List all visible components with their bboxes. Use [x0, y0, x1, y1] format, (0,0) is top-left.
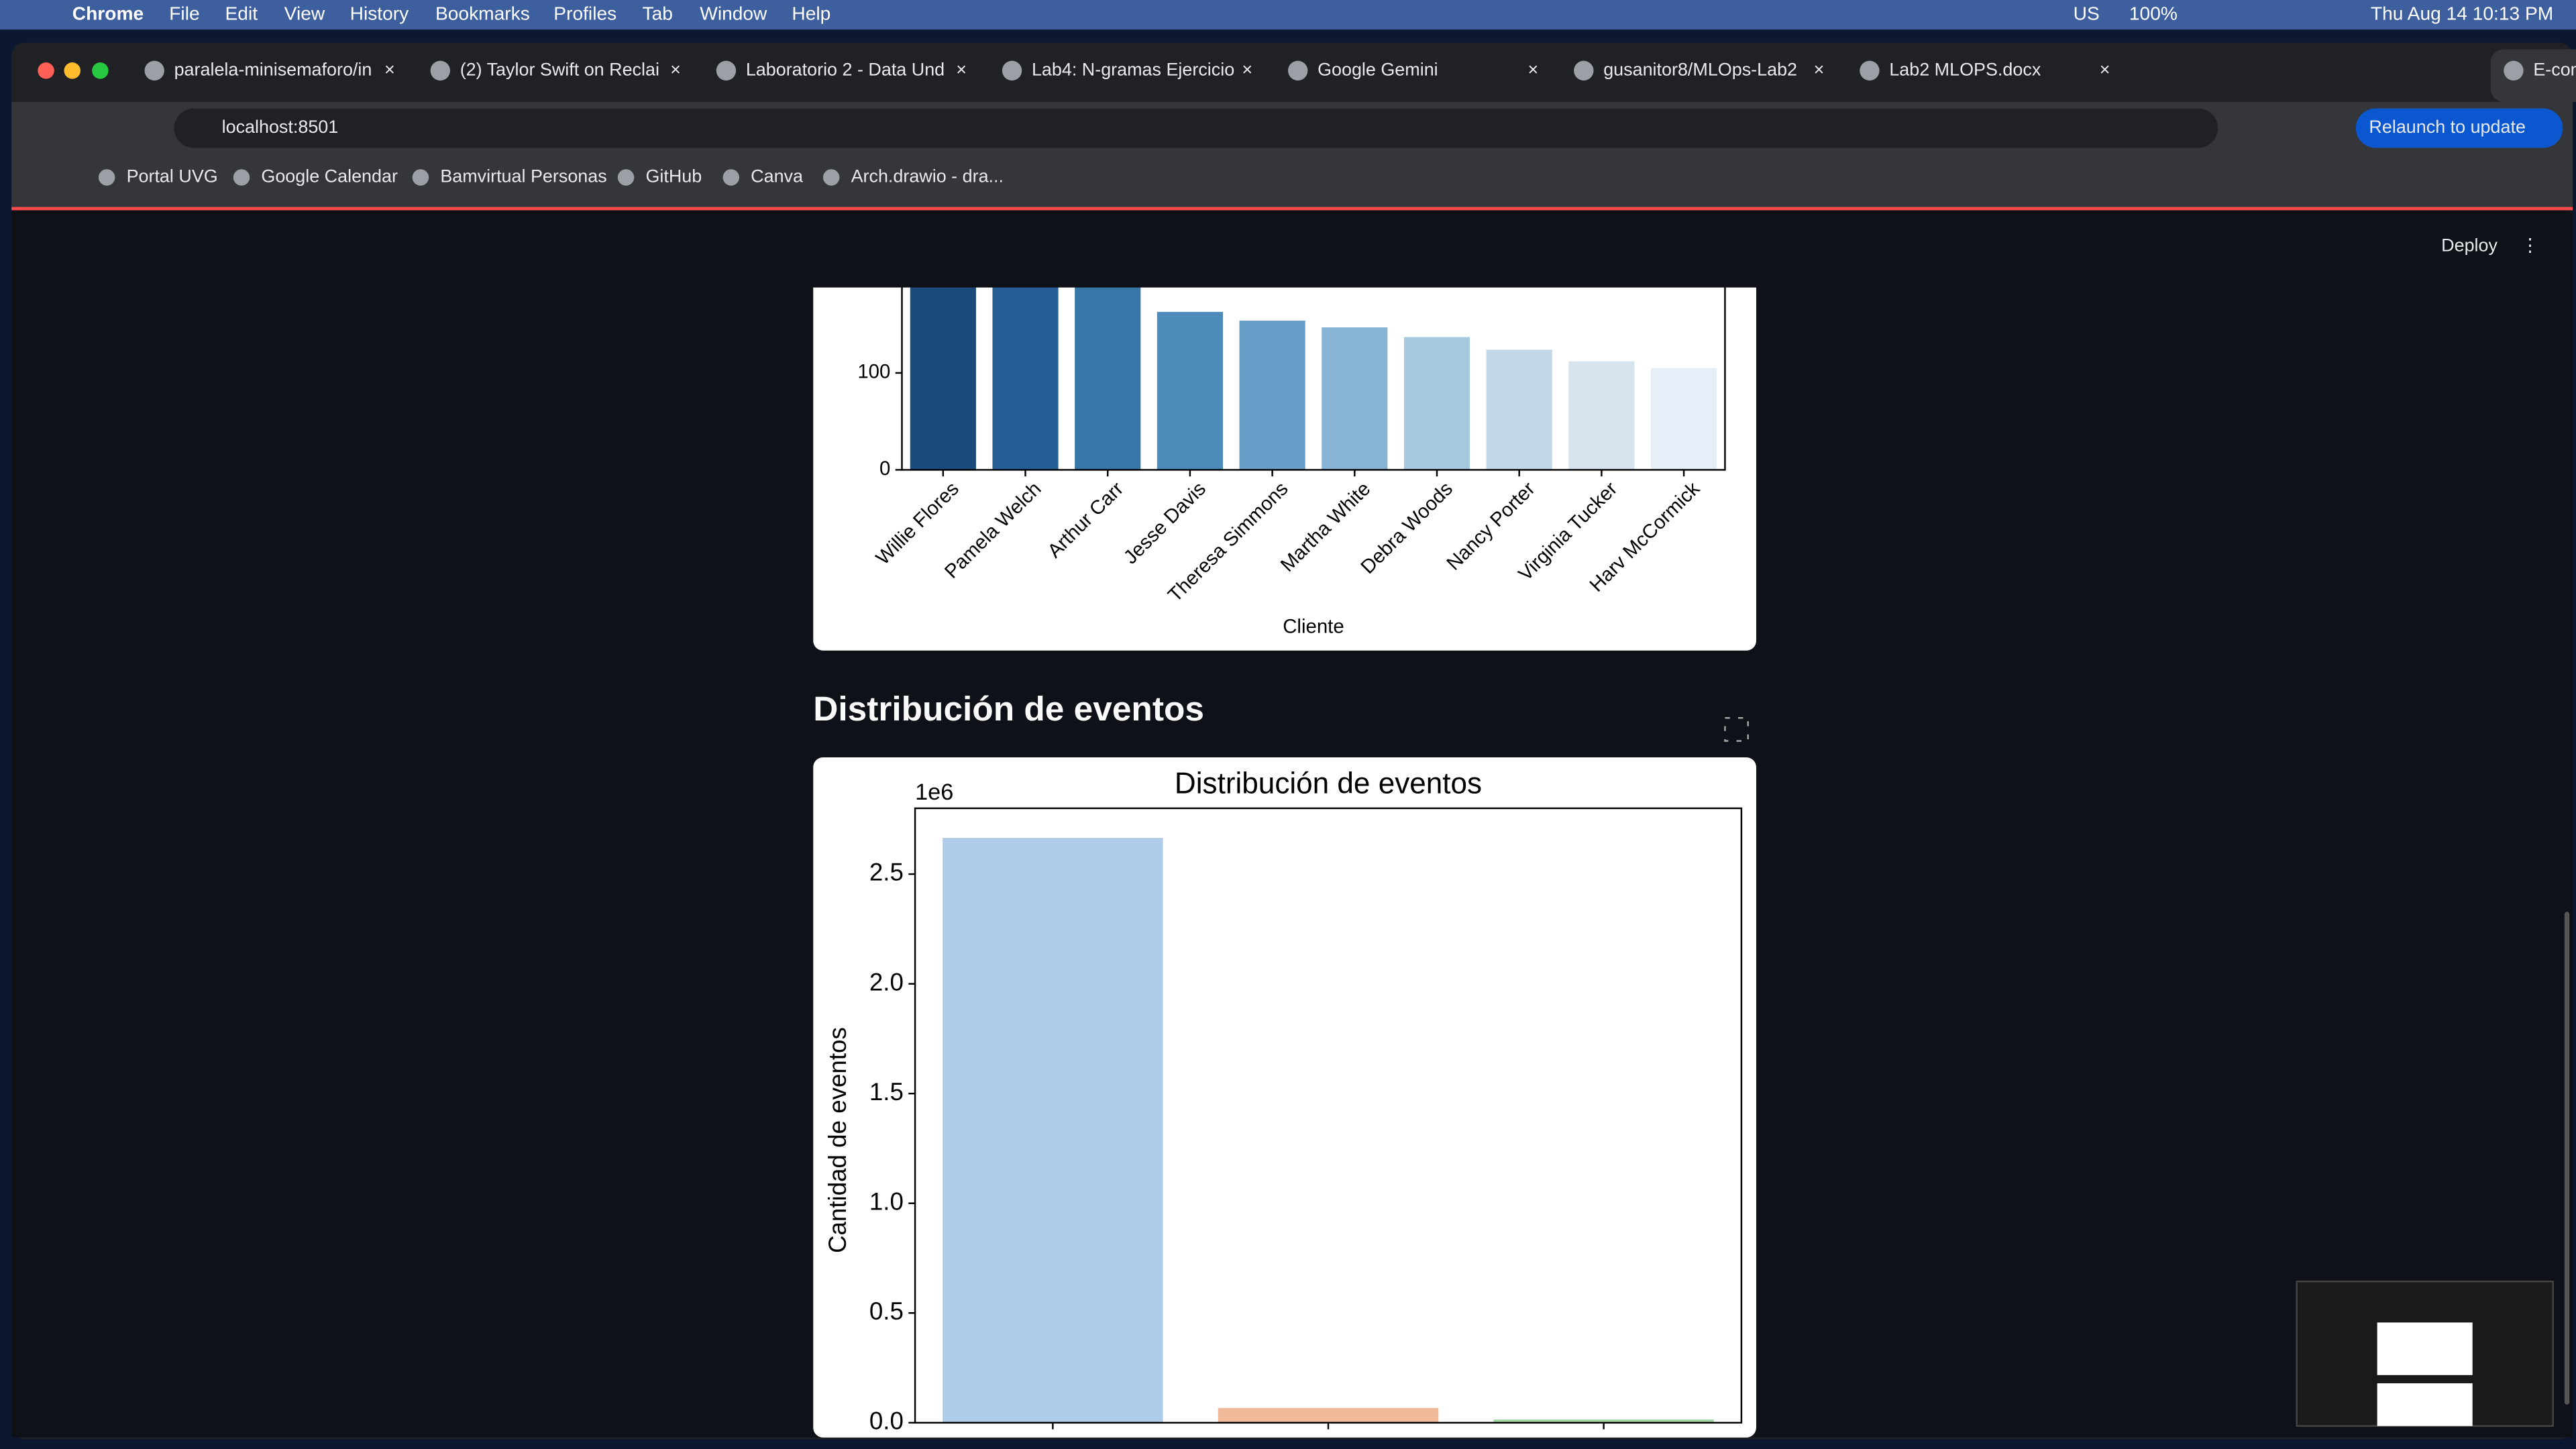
- y-tick-label: 0: [879, 458, 890, 480]
- bar: [1218, 1407, 1439, 1423]
- bar: [1486, 350, 1552, 470]
- progress-line: [11, 207, 2573, 211]
- menu[interactable]: Tab: [643, 3, 673, 23]
- clock: Thu Aug 14 10:13 PM: [2371, 3, 2553, 23]
- omnibox[interactable]: [174, 108, 2218, 148]
- bar: [992, 261, 1059, 470]
- relaunch-button[interactable]: [2355, 108, 2563, 148]
- y-tick-label: 1.5: [869, 1078, 904, 1106]
- battery: 100%: [2129, 3, 2178, 23]
- bar: [1322, 327, 1388, 470]
- close[interactable]: [38, 62, 54, 79]
- tab-icon: [430, 60, 451, 80]
- tab-title[interactable]: Lab2 MLOPS.docx: [1889, 59, 2041, 79]
- menu[interactable]: Profiles: [553, 3, 616, 23]
- tab-icon: [1002, 60, 1022, 80]
- relaunch-label[interactable]: Relaunch to update: [2369, 117, 2526, 137]
- bar: [1075, 276, 1141, 470]
- address[interactable]: localhost:8501: [222, 117, 339, 137]
- y-axis-label: Cantidad de eventos: [824, 1027, 851, 1253]
- bookmark-icon: [233, 169, 250, 186]
- offset-text: 1e6: [915, 780, 953, 805]
- tab-title[interactable]: Lab4: N-gramas Ejercicio: [1032, 59, 1234, 79]
- tab-title[interactable]: gusanitor8/MLOps-Lab2: [1603, 59, 1797, 79]
- bookmark[interactable]: Bamvirtual Personas: [440, 166, 606, 186]
- tab-title[interactable]: Laboratorio 2 - Data Und: [746, 59, 945, 79]
- tab-icon: [1574, 60, 1594, 80]
- menu[interactable]: Help: [792, 3, 830, 23]
- bar: [1239, 320, 1305, 470]
- x-axis-label: Cliente: [1283, 615, 1344, 637]
- bar: [1568, 361, 1635, 470]
- bookmark-icon: [722, 169, 740, 186]
- bookmark-icon: [617, 169, 635, 186]
- minimize[interactable]: [64, 62, 80, 79]
- bar: [1157, 311, 1223, 470]
- keyboard: US: [2074, 3, 2100, 23]
- menu[interactable]: File: [169, 3, 199, 23]
- tab-close[interactable]: ×: [384, 59, 395, 79]
- section-heading: Distribución de eventos: [813, 689, 1204, 728]
- thumbnail-card: [2377, 1322, 2473, 1375]
- menu[interactable]: View: [284, 3, 325, 23]
- tab-close[interactable]: ×: [1528, 59, 1539, 79]
- bookmark[interactable]: Google Calendar: [261, 166, 398, 186]
- bookmark[interactable]: Arch.drawio - dra...: [851, 166, 1004, 186]
- tab-icon: [716, 60, 737, 80]
- tab-icon: [1860, 60, 1880, 80]
- y-tick-label: 0.5: [869, 1297, 904, 1325]
- app-header: [11, 210, 2563, 288]
- thumbnail-card: [2377, 1383, 2473, 1426]
- y-tick-label: 100: [857, 361, 890, 383]
- tab-icon: [1288, 60, 1308, 80]
- bar: [943, 838, 1163, 1423]
- tab-title[interactable]: paralela-minisemaforo/in: [174, 59, 372, 79]
- y-tick-label: 1.0: [869, 1187, 904, 1215]
- app-name: Chrome: [72, 3, 144, 23]
- zoom[interactable]: [92, 62, 109, 79]
- deploy[interactable]: Deploy: [2441, 235, 2498, 255]
- tab-icon: [144, 60, 164, 80]
- plot-frame: [914, 807, 1743, 1424]
- bar: [1651, 368, 1717, 470]
- menu[interactable]: Bookmarks: [435, 3, 530, 23]
- tab-close[interactable]: ×: [1242, 59, 1252, 79]
- bookmark[interactable]: GitHub: [645, 166, 702, 186]
- tab-title[interactable]: Google Gemini: [1318, 59, 1438, 79]
- menu[interactable]: Window: [700, 3, 767, 23]
- tab-icon: [2504, 60, 2524, 80]
- tab-close[interactable]: ×: [1814, 59, 1825, 79]
- menu[interactable]: Edit: [225, 3, 258, 23]
- menu-dots[interactable]: ⋮: [2521, 235, 2539, 255]
- bookmark-icon: [822, 169, 840, 186]
- bookmark[interactable]: Portal UVG: [127, 166, 218, 186]
- tab-close[interactable]: ×: [956, 59, 967, 79]
- y-tick-label: 0.0: [869, 1407, 904, 1435]
- chart-title: Distribución de eventos: [1175, 767, 1482, 800]
- scrollbar: [2564, 912, 2570, 1405]
- tab-close[interactable]: ×: [670, 59, 681, 79]
- menubar: [0, 0, 2576, 30]
- tab-close[interactable]: ×: [2100, 59, 2110, 79]
- tab-title[interactable]: E-commerce Analytics: [2533, 59, 2576, 79]
- bookmark-icon: [412, 169, 429, 186]
- bar: [1493, 1419, 1714, 1423]
- bookmark-icon: [98, 169, 115, 186]
- y-tick-label: 2.0: [869, 968, 904, 996]
- menu[interactable]: History: [350, 3, 410, 23]
- fullscreen[interactable]: [1724, 716, 1749, 742]
- bar: [1403, 337, 1470, 470]
- tab-title[interactable]: (2) Taylor Swift on Reclai: [460, 59, 659, 79]
- y-tick-label: 2.5: [869, 859, 904, 886]
- bookmark[interactable]: Canva: [751, 166, 803, 186]
